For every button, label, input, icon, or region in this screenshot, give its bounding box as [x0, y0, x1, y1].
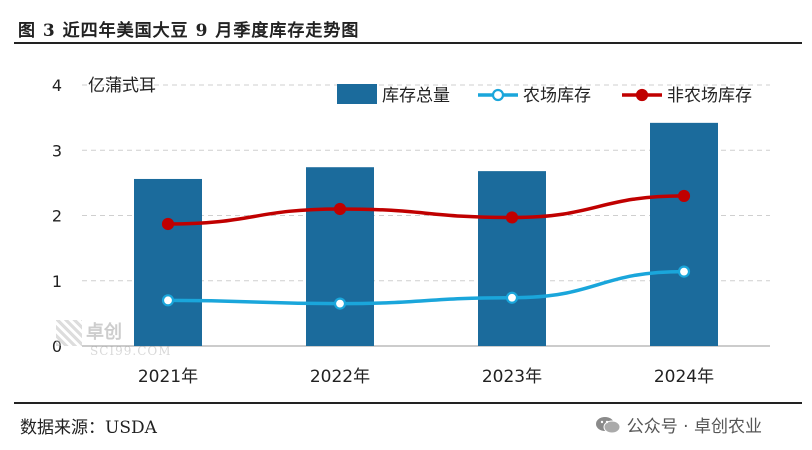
- bar: [306, 167, 374, 346]
- x-tick-label: 2024年: [654, 367, 714, 387]
- farm-point: [677, 265, 691, 278]
- source-text: 数据来源：USDA: [20, 418, 157, 438]
- legend: 库存总量 农场库存 非农场库存: [337, 84, 752, 106]
- y-tick-label: 2: [52, 207, 62, 226]
- nonfarm-point: [505, 211, 519, 224]
- farm-line: [167, 269, 685, 306]
- bar: [478, 171, 546, 346]
- nonfarm-point: [161, 217, 175, 231]
- x-tick-label: 2021年: [138, 367, 198, 387]
- lines: [161, 189, 691, 310]
- legend-swatch-bar: [337, 84, 377, 104]
- brand: 公众号 · 卓创农业: [595, 412, 762, 437]
- legend-marker-farm: [491, 88, 505, 102]
- chart-title: 图 3 近四年美国大豆 9 月季度库存走势图: [18, 21, 360, 41]
- watermark-line2: SCI99.COM: [90, 344, 172, 358]
- bar: [650, 122, 718, 346]
- watermark-logo-icon: [56, 320, 82, 346]
- y-axis-label: 亿蒲式耳: [88, 76, 156, 96]
- watermark: 卓创 SCI99.COM: [56, 318, 172, 358]
- title-bar: 图 3 近四年美国大豆 9 月季度库存走势图: [14, 14, 802, 44]
- wechat-icon: [595, 416, 621, 433]
- y-tick-label: 0: [52, 337, 62, 356]
- x-tick-label: 2022年: [310, 367, 370, 387]
- legend-label-total: 库存总量: [382, 86, 450, 106]
- watermark-line1: 卓创: [86, 322, 122, 343]
- farm-point: [333, 297, 347, 310]
- bars: [134, 122, 718, 346]
- legend-label-nonfarm: 非农场库存: [667, 86, 752, 106]
- bar: [134, 178, 202, 346]
- farm-point: [505, 291, 519, 304]
- x-tick-label: 2023年: [482, 367, 542, 387]
- x-tick-labels: 2021年 2022年 2023年 2024年: [138, 367, 714, 387]
- legend-label-farm: 农场库存: [523, 86, 591, 106]
- y-tick-label: 1: [52, 272, 62, 291]
- source-bar: 数据来源：USDA 公众号 · 卓创农业: [14, 402, 802, 444]
- chart: 0 1 2 3 4 亿蒲式耳 2021年 2022年 2023年 2024年 库存总量 农场库存…: [52, 76, 770, 387]
- y-tick-label: 4: [52, 76, 62, 95]
- legend-marker-nonfarm: [635, 88, 649, 102]
- y-tick-labels: 0 1 2 3 4: [52, 76, 62, 356]
- nonfarm-point: [677, 189, 691, 203]
- y-tick-label: 3: [52, 141, 62, 160]
- brand-text: 公众号 · 卓创农业: [626, 417, 762, 437]
- farm-point: [161, 294, 175, 307]
- nonfarm-line: [167, 194, 685, 226]
- nonfarm-point: [333, 202, 347, 216]
